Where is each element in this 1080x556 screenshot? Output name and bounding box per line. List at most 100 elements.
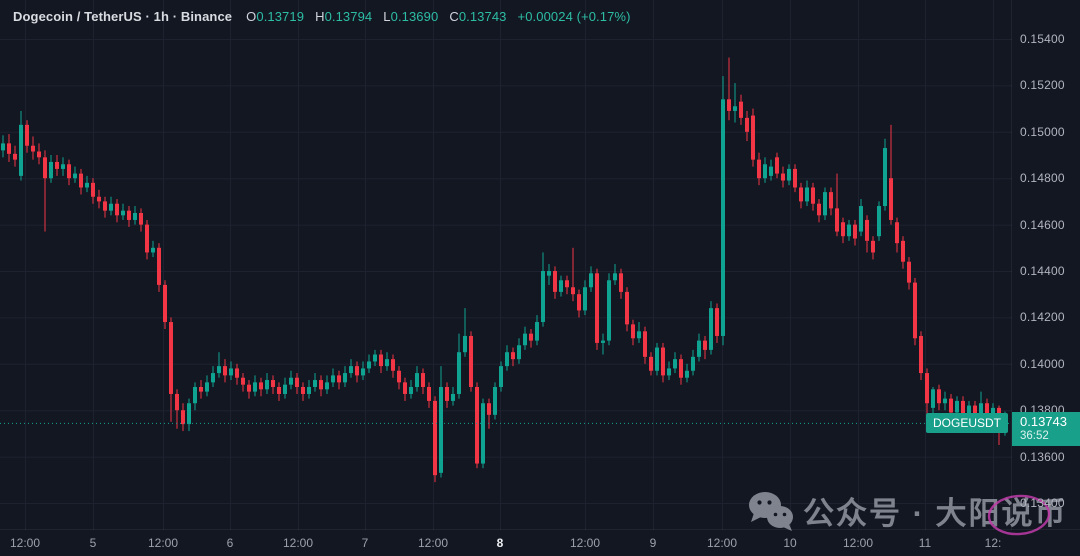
candle-body	[541, 271, 545, 323]
candle-body	[319, 380, 323, 390]
candle-body	[151, 247, 155, 253]
candle-body	[829, 192, 833, 209]
candle-body	[871, 240, 875, 253]
candle-body	[421, 373, 425, 387]
last-price-tag: 0.13743 36:52	[1012, 412, 1080, 446]
candle-body	[907, 261, 911, 283]
candle-body	[97, 196, 101, 202]
candle-body	[43, 157, 47, 179]
candle-body	[697, 340, 701, 357]
candle-body	[85, 182, 89, 188]
candle-body	[835, 208, 839, 232]
candle-body	[271, 380, 275, 387]
candle-body	[13, 153, 17, 160]
candle-body	[973, 405, 977, 415]
candle-body	[715, 308, 719, 336]
candle-body	[349, 366, 353, 374]
candle-body	[661, 347, 665, 376]
last-price-value: 0.13743	[1020, 414, 1067, 429]
price-tick-label: 0.13400	[1020, 496, 1065, 510]
candle-body	[547, 271, 551, 276]
time-axis[interactable]: 12:00 5 12:00 6 12:00 7 12:00 8 12:00 9 12:00 10 12:…	[0, 529, 1080, 556]
candle-body	[889, 178, 893, 220]
candle-body	[727, 99, 731, 111]
candle-body	[769, 166, 773, 176]
candle-body	[175, 393, 179, 411]
candle-body	[505, 352, 509, 367]
candle-body	[193, 387, 197, 404]
bar-countdown: 36:52	[1020, 430, 1049, 442]
symbol-title[interactable]: Dogecoin / TetherUS · 1h · Binance	[13, 9, 233, 24]
candle-wick	[734, 83, 736, 123]
time-tick-label: 12:00	[706, 536, 738, 550]
candle-body	[745, 117, 749, 132]
candle-body	[481, 403, 485, 464]
candle-body	[925, 373, 929, 404]
candle-body	[709, 308, 713, 350]
candle-body	[487, 403, 491, 415]
candle-body	[637, 331, 641, 339]
candle-body	[667, 368, 671, 376]
candle-body	[247, 384, 251, 392]
last-price-symbol-tag: DOGEUSDT	[926, 413, 1009, 433]
price-tick-label: 0.13600	[1020, 449, 1065, 464]
time-tick-label: 11	[918, 536, 932, 550]
price-axis[interactable]: 0.15400 0.15200 0.15000 0.14800 0.14600 0.144…	[1011, 0, 1080, 530]
candle-wick	[572, 247, 574, 302]
candle-body	[199, 387, 203, 392]
candle-body	[625, 291, 629, 325]
ohlc-high: H0.13794	[315, 9, 373, 24]
candle-body	[295, 377, 299, 387]
candle-body	[25, 124, 29, 146]
candle-body	[1, 143, 5, 151]
price-tick-label: 0.15200	[1020, 78, 1065, 93]
candle-body	[415, 373, 419, 387]
candle-body	[277, 387, 281, 394]
candle-wick	[836, 173, 838, 237]
candle-body	[937, 389, 941, 404]
candle-body	[367, 361, 371, 369]
candle-body	[577, 294, 581, 311]
candle-body	[19, 124, 23, 176]
price-tick-label: 0.14400	[1020, 264, 1065, 278]
wechat-icon	[748, 491, 794, 531]
candle-body	[529, 333, 533, 341]
candle-body	[331, 375, 335, 383]
candle-body	[817, 203, 821, 216]
candle-body	[451, 393, 455, 401]
time-tick-label: 5	[89, 536, 97, 550]
candle-body	[79, 173, 83, 188]
candle-body	[475, 387, 479, 464]
candle-body	[955, 400, 959, 413]
candle-body	[679, 359, 683, 378]
candle-body	[427, 387, 431, 401]
candle-wick	[44, 150, 46, 232]
candle-body	[241, 377, 245, 385]
candle-body	[589, 273, 593, 288]
candle-body	[7, 143, 11, 154]
candle-body	[235, 368, 239, 378]
candle-body	[775, 157, 779, 174]
candle-body	[37, 151, 41, 158]
candle-body	[217, 366, 221, 374]
price-tick-label: 0.14800	[1020, 171, 1065, 186]
candle-body	[385, 359, 389, 367]
candle-body	[991, 407, 995, 418]
candle-body	[787, 168, 791, 181]
candle-body	[943, 398, 947, 404]
candle-body	[985, 403, 989, 418]
candle-body	[655, 347, 659, 371]
candle-body	[313, 380, 317, 387]
price-tick-label: 0.14200	[1020, 310, 1065, 325]
candle-wick	[464, 308, 466, 357]
candle-body	[763, 164, 767, 179]
candle-body	[799, 187, 803, 202]
candle-body	[841, 222, 845, 237]
candle-body	[571, 287, 575, 295]
candle-wick	[890, 124, 892, 225]
candle-body	[967, 405, 971, 415]
time-tick-label: 12:00	[147, 536, 179, 550]
candle-body	[757, 159, 761, 179]
